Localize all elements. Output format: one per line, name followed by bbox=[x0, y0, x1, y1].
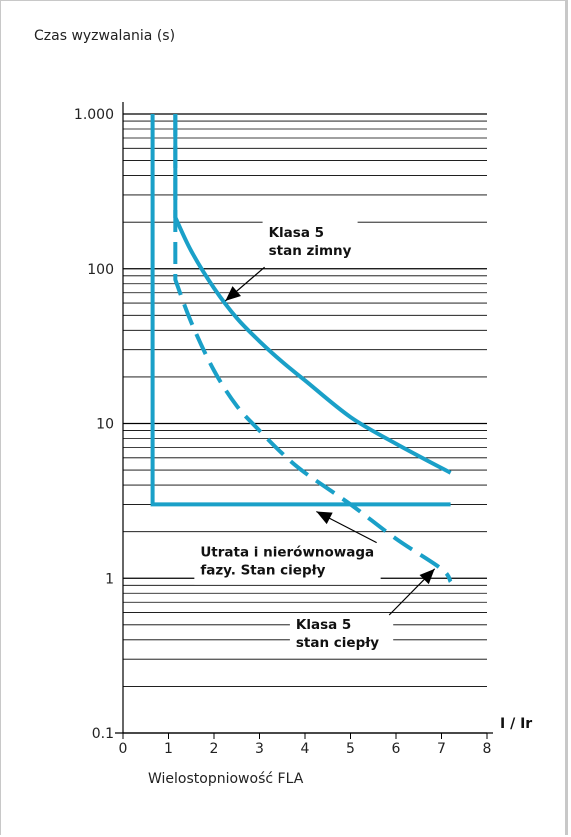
x-tick-label: 2 bbox=[210, 741, 219, 757]
axis-ticks: 0 1 2 3 4 5 6 7 8 0.1 1 10 100 1.000 bbox=[74, 107, 492, 757]
chart-title: Czas wyzwalania (s) bbox=[34, 28, 175, 44]
annotation-arrow-head bbox=[419, 568, 435, 585]
x-tick-label: 6 bbox=[392, 741, 401, 757]
annotation-box bbox=[289, 612, 394, 657]
y-tick-label: 100 bbox=[87, 262, 114, 278]
annotation-box bbox=[262, 221, 358, 266]
x-tick-label: 3 bbox=[255, 741, 264, 757]
series-layer bbox=[150, 114, 453, 583]
annotation-text: fazy. Stan ciepły bbox=[200, 563, 325, 579]
x-tick-label: 0 bbox=[119, 741, 128, 757]
y-tick-label: 0.1 bbox=[92, 726, 114, 742]
annotation-box bbox=[194, 540, 381, 585]
series-line-0 bbox=[173, 114, 452, 475]
y-tick-label: 1 bbox=[105, 571, 114, 587]
x-tick-label: 8 bbox=[483, 741, 492, 757]
x-axis-label: Wielostopniowość FLA bbox=[148, 771, 304, 787]
series-line-2 bbox=[150, 114, 451, 507]
series-line-1 bbox=[173, 114, 453, 583]
annotations-layer: Klasa 5 stan zimny Utrata i nierównowaga fa… bbox=[194, 221, 436, 657]
y-tick-label: 10 bbox=[96, 417, 114, 433]
annotation-text: Klasa 5 bbox=[296, 617, 351, 633]
x-tick-label: 4 bbox=[301, 741, 310, 757]
annotation-text: stan ciepły bbox=[296, 635, 379, 651]
x-tick-label: 7 bbox=[437, 741, 446, 757]
x-tick-label: 1 bbox=[164, 741, 173, 757]
annotation-arrow-head bbox=[225, 286, 241, 301]
annotation-arrow-head bbox=[316, 511, 333, 525]
y-tick-label: 1.000 bbox=[74, 107, 114, 123]
x-unit-label: I / Ir bbox=[500, 716, 532, 732]
x-tick-label: 5 bbox=[346, 741, 355, 757]
annotation-text: Utrata i nierównowaga bbox=[200, 545, 374, 561]
annotation-text: Klasa 5 bbox=[269, 225, 324, 241]
annotation-text: stan zimny bbox=[269, 243, 352, 259]
